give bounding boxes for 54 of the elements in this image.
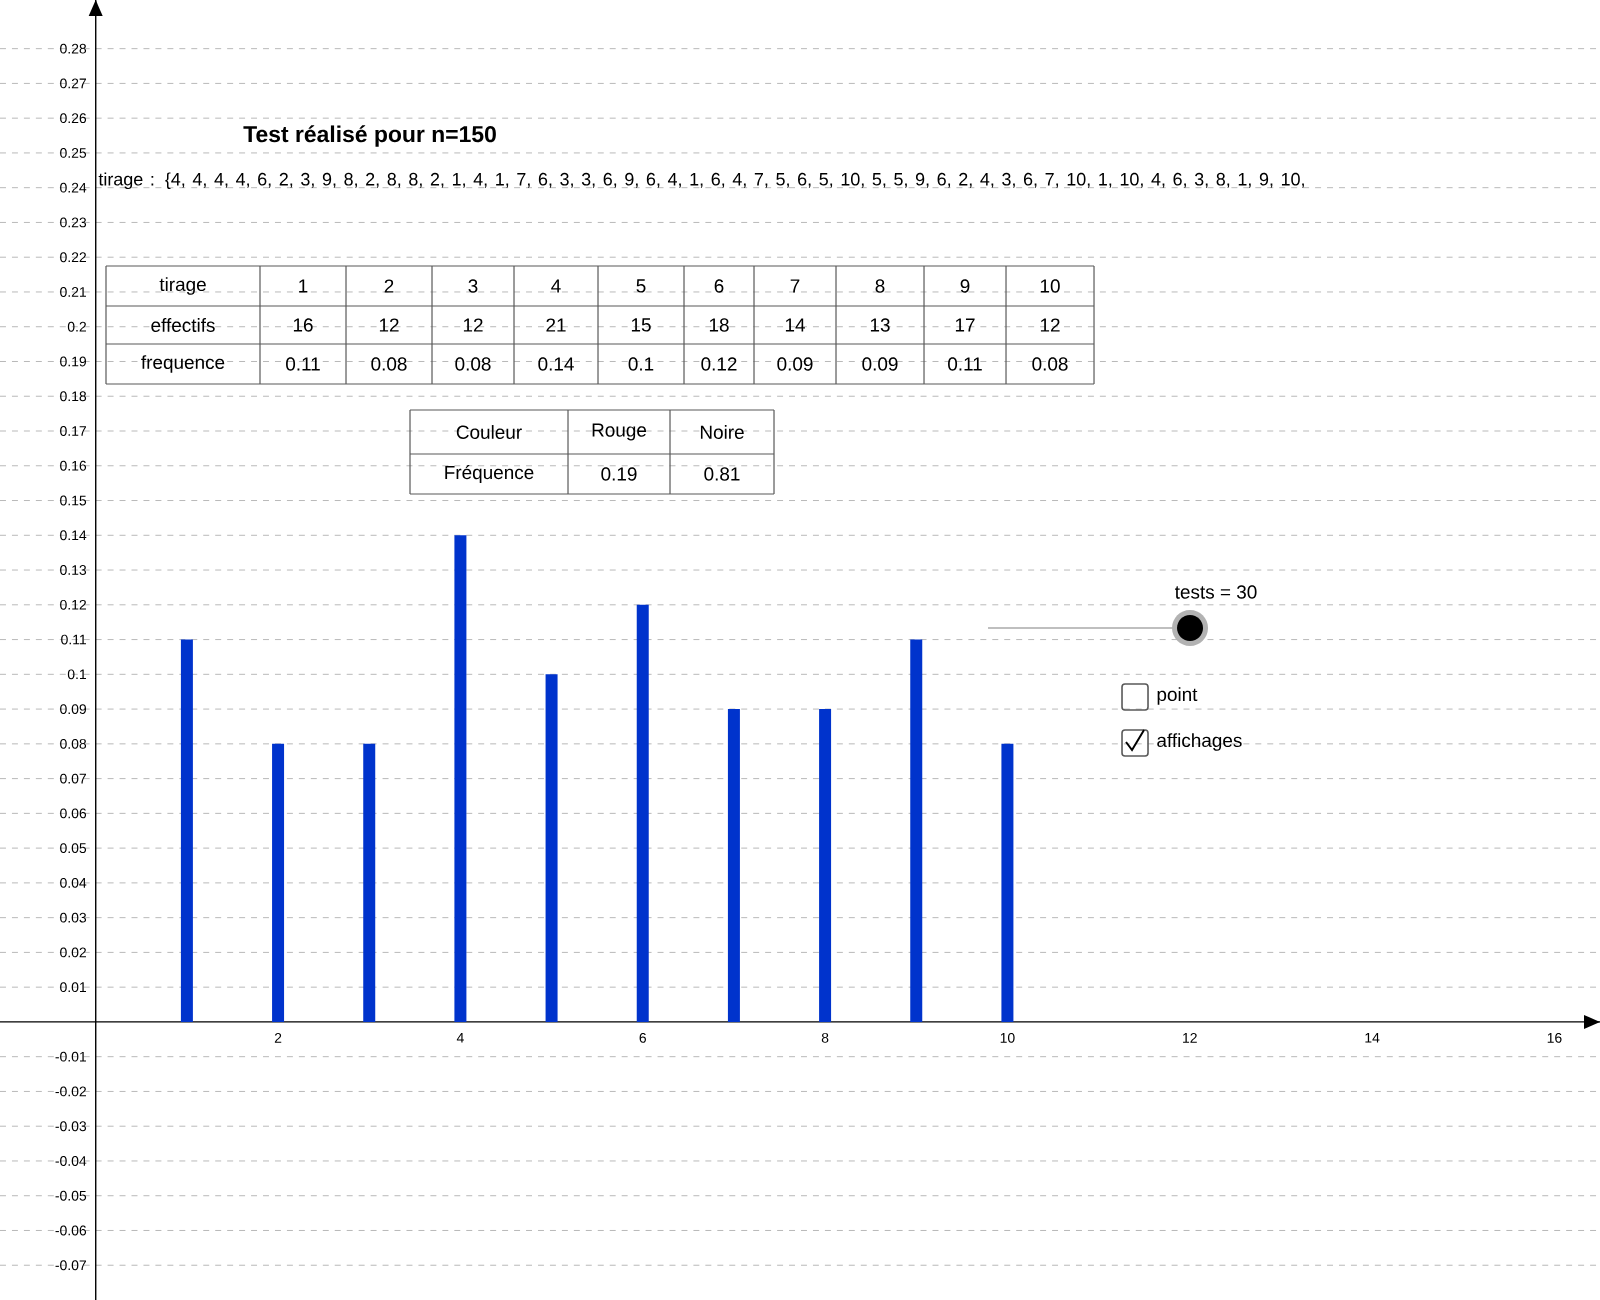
annotation: tirage <box>159 277 206 295</box>
annotation: Fréquence <box>445 465 534 483</box>
annotation: 4 <box>551 279 561 293</box>
annotation: 0.09 <box>862 357 898 371</box>
bar <box>272 743 285 1022</box>
annotation: 12 <box>379 318 399 332</box>
annotation: 15 <box>631 318 651 332</box>
annotation: 0.09 <box>777 357 813 371</box>
annotation: 7 <box>790 279 800 293</box>
bar <box>910 639 923 1022</box>
annotation: 0.1 <box>628 357 654 371</box>
annotation: 6 <box>714 279 724 293</box>
bar <box>636 604 649 1022</box>
annotation: effectifs <box>151 318 215 332</box>
annotation: 12 <box>463 318 483 332</box>
bar <box>727 709 740 1022</box>
annotation: tirage : {4, 4, 4, 4, 6, 2, 3, 9, 8, 2, 8, 8, 2, 1, 4, 1, 7, 6, 3, 3, 6, 9, 6, 4, 1, 6, 4, 7, 5, 6, 5, 10, 5, 5, 9, 6, 2, 4, 3, 6, 7, 10, 1, 10, 4, 6, 3, 8, 1, 9, 10, <box>98 172 1304 190</box>
annotation: Couleur <box>456 425 522 439</box>
annotation: 10 <box>1040 279 1060 293</box>
bar <box>1001 743 1014 1022</box>
annotation: 0.19 <box>601 467 637 481</box>
bar <box>545 674 558 1022</box>
text: Test réalisé pour n=150 <box>243 125 496 147</box>
annotation: 0.08 <box>371 357 407 371</box>
annotation: Noire <box>700 425 744 439</box>
annotation: 21 <box>546 318 566 332</box>
annotation: 9 <box>960 279 970 293</box>
annotation: point <box>1157 687 1198 705</box>
annotation: 0.81 <box>704 467 740 481</box>
bar <box>180 639 193 1022</box>
annotation: 12 <box>1040 318 1060 332</box>
annotation: 1 <box>299 279 308 293</box>
annotation: affichages <box>1157 733 1242 751</box>
annotation: 16 <box>293 318 313 332</box>
annotation: 3 <box>468 279 478 293</box>
annotation: 0.08 <box>1032 357 1068 371</box>
annotation: Rouge <box>592 423 647 441</box>
annotation: 0.11 <box>948 357 982 371</box>
annotation: frequence <box>141 355 225 373</box>
annotation: 17 <box>955 318 975 332</box>
bar <box>363 743 376 1022</box>
bar <box>819 709 832 1022</box>
annotation: 8 <box>875 279 885 293</box>
annotation: 18 <box>709 318 729 332</box>
annotation: 2 <box>384 279 394 293</box>
annotation: 0.11 <box>286 357 320 371</box>
annotation: 0.14 <box>538 357 574 371</box>
annotation: 13 <box>870 318 890 332</box>
annotation: 5 <box>636 279 646 293</box>
annotation: tests = 30 <box>1175 585 1257 599</box>
annotation: 14 <box>785 318 805 332</box>
annotation: 0.08 <box>455 357 491 371</box>
annotation: 0.12 <box>701 357 737 371</box>
bar <box>454 535 467 1022</box>
